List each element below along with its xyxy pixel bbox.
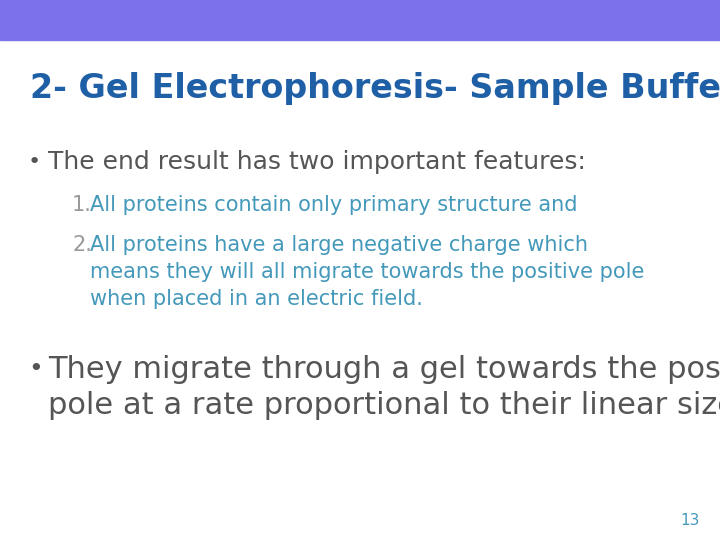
Text: 13: 13 bbox=[680, 513, 700, 528]
Bar bbox=[0, 0, 720, 40]
Text: They migrate through a gel towards the positive
pole at a rate proportional to t: They migrate through a gel towards the p… bbox=[48, 355, 720, 420]
Text: 2.: 2. bbox=[72, 235, 92, 255]
Text: All proteins have a large negative charge which
means they will all migrate towa: All proteins have a large negative charg… bbox=[90, 235, 644, 309]
Text: 1.: 1. bbox=[72, 195, 92, 215]
Text: The end result has two important features:: The end result has two important feature… bbox=[48, 150, 586, 174]
Text: All proteins contain only primary structure and: All proteins contain only primary struct… bbox=[90, 195, 577, 215]
Text: •: • bbox=[28, 357, 42, 381]
Text: 2- Gel Electrophoresis- Sample Buffer: 2- Gel Electrophoresis- Sample Buffer bbox=[30, 72, 720, 105]
Text: •: • bbox=[28, 152, 41, 172]
